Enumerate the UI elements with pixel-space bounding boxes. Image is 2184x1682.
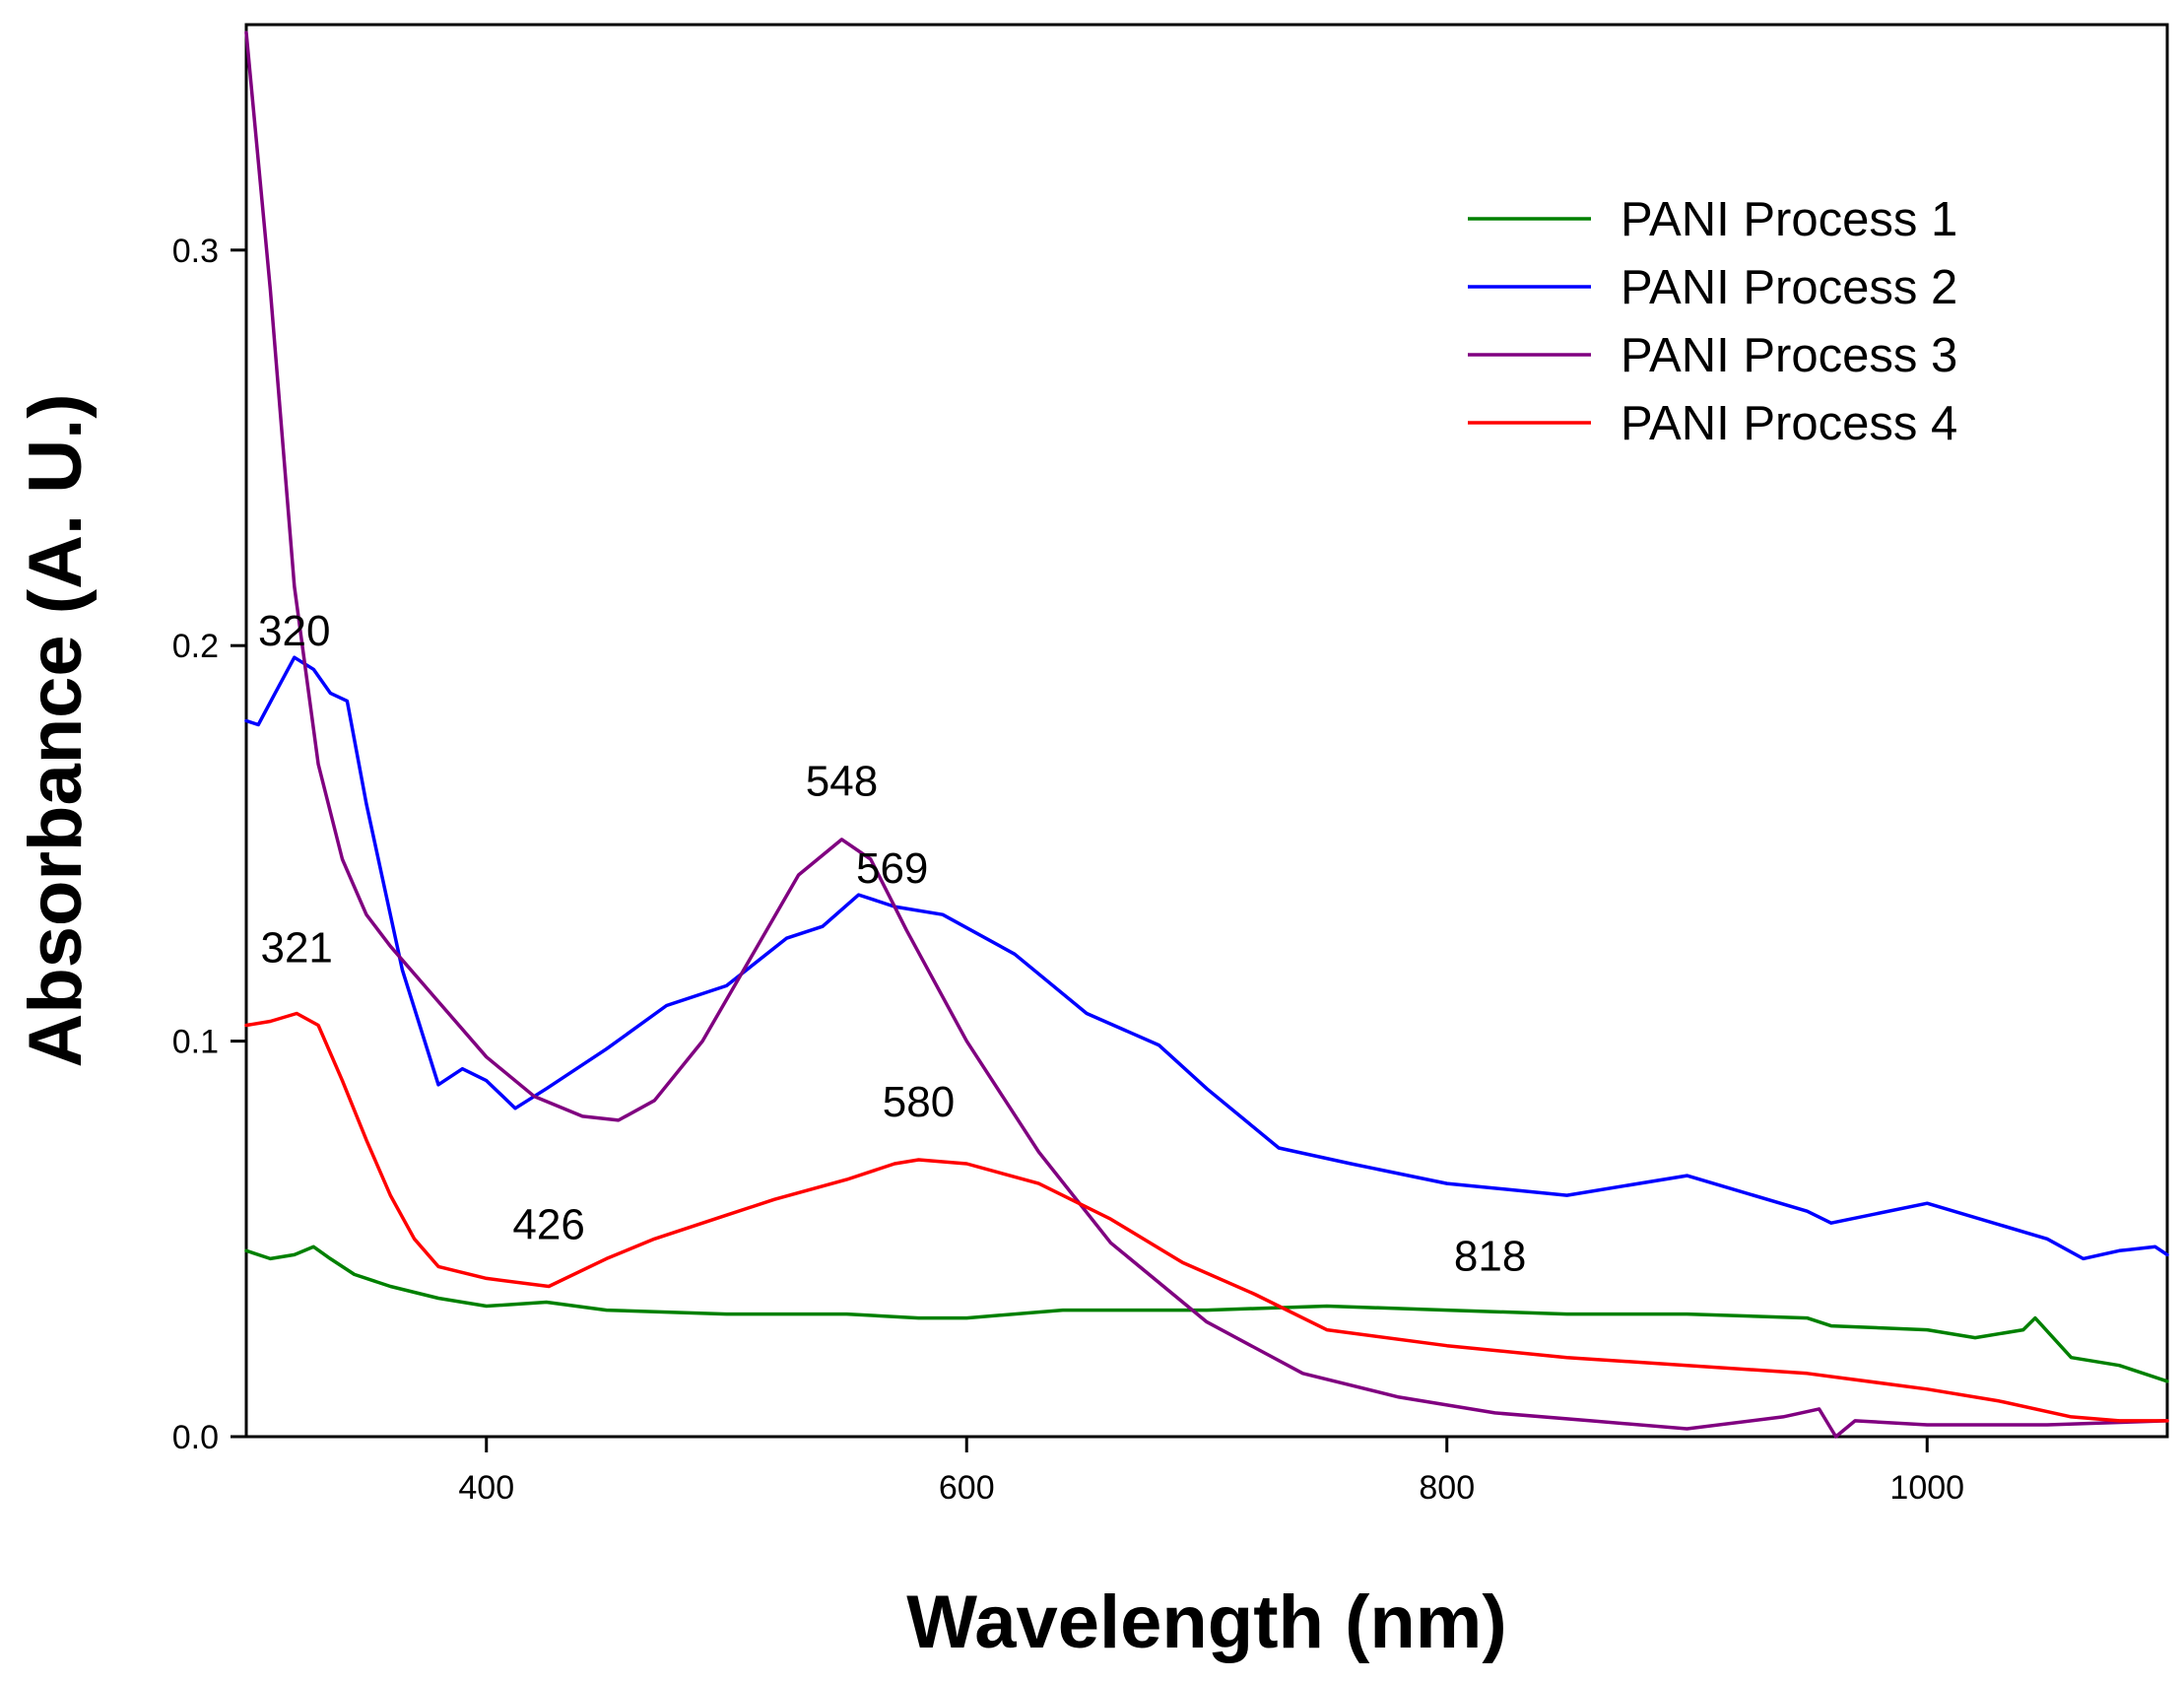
legend-label: PANI Process 1 [1621,193,1957,246]
axes: 400 600 800 1000 0.0 0.1 0.2 0.3 [172,23,2169,1507]
x-tick-label: 600 [939,1469,995,1507]
peak-annotation: 580 [883,1078,955,1126]
series-line-process-2 [244,655,2169,1261]
y-tick-label: 0.1 [172,1024,219,1061]
series-line-process-4 [244,1011,2169,1423]
peak-annotation: 569 [856,844,928,893]
series-lines [244,31,2169,1439]
legend-label: PANI Process 4 [1621,397,1957,450]
series-line-process-3 [244,31,2169,1439]
legend-label: PANI Process 2 [1621,261,1957,314]
y-axis-title: Absorbance (A. U.) [14,393,98,1067]
y-tick-label: 0.2 [172,628,219,665]
peak-annotation: 320 [258,607,330,655]
peak-annotation: 426 [512,1200,584,1248]
peak-annotation: 321 [260,923,332,972]
y-tick-label: 0.3 [172,233,219,270]
peak-annotation: 818 [1454,1232,1526,1280]
x-axis-title: Wavelength (nm) [906,1581,1506,1664]
y-tick-label: 0.0 [172,1419,219,1456]
annotations: 320 321 548 569 580 426 818 [258,607,1526,1280]
x-tick-label: 800 [1419,1469,1475,1507]
legend: PANI Process 1 PANI Process 2 PANI Process… [1468,193,1957,450]
series-line-process-1 [244,1245,2169,1383]
peak-annotation: 548 [806,758,878,806]
legend-label: PANI Process 3 [1621,329,1957,382]
plot-frame [244,23,2169,1439]
x-tick-label: 400 [458,1469,514,1507]
x-tick-label: 1000 [1889,1469,1964,1507]
